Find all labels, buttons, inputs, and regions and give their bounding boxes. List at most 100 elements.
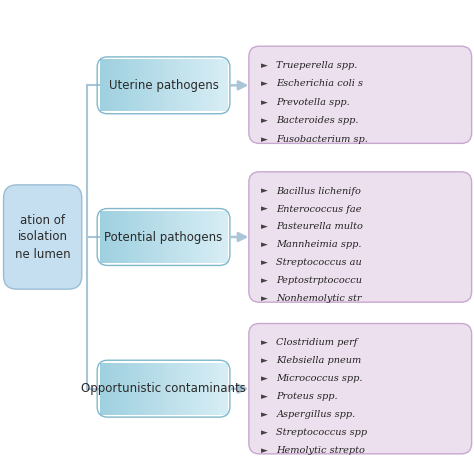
- Bar: [151, 59, 154, 111]
- Text: Peptostrptococcu: Peptostrptococcu: [276, 276, 362, 285]
- Bar: [144, 211, 147, 263]
- Bar: [147, 59, 151, 111]
- Bar: [100, 59, 103, 111]
- Bar: [221, 211, 224, 263]
- Bar: [112, 211, 116, 263]
- Text: ►: ►: [261, 446, 268, 455]
- Bar: [118, 59, 122, 111]
- Bar: [128, 363, 131, 415]
- Bar: [221, 59, 224, 111]
- Bar: [160, 363, 164, 415]
- Bar: [100, 211, 103, 263]
- Text: ►: ►: [261, 187, 268, 196]
- Bar: [211, 59, 215, 111]
- Bar: [106, 211, 109, 263]
- Bar: [103, 211, 106, 263]
- Bar: [192, 59, 195, 111]
- Bar: [209, 211, 211, 263]
- Bar: [141, 59, 144, 111]
- Bar: [125, 59, 128, 111]
- Bar: [154, 59, 157, 111]
- Bar: [176, 59, 180, 111]
- Text: ►: ►: [261, 204, 268, 213]
- Bar: [144, 363, 147, 415]
- Text: Uterine pathogens: Uterine pathogens: [109, 79, 219, 92]
- Bar: [199, 211, 202, 263]
- Bar: [103, 59, 106, 111]
- Bar: [112, 59, 116, 111]
- Bar: [224, 363, 228, 415]
- Bar: [195, 363, 199, 415]
- Text: ►: ►: [261, 240, 268, 249]
- Bar: [209, 59, 211, 111]
- Bar: [116, 211, 118, 263]
- Bar: [164, 363, 167, 415]
- Bar: [182, 363, 186, 415]
- Bar: [154, 211, 157, 263]
- Bar: [224, 59, 228, 111]
- Bar: [160, 211, 164, 263]
- Text: Streptococcus spp: Streptococcus spp: [276, 428, 367, 437]
- Text: Streptococcus au: Streptococcus au: [276, 258, 362, 267]
- Bar: [209, 363, 211, 415]
- Text: ►: ►: [261, 276, 268, 285]
- Text: Hemolytic strepto: Hemolytic strepto: [276, 446, 365, 455]
- Text: ►: ►: [261, 222, 268, 231]
- Text: Proteus spp.: Proteus spp.: [276, 392, 338, 401]
- Bar: [215, 59, 218, 111]
- Bar: [173, 211, 176, 263]
- Text: ►: ►: [261, 410, 268, 419]
- Bar: [195, 59, 199, 111]
- Bar: [192, 363, 195, 415]
- Bar: [103, 363, 106, 415]
- Bar: [100, 363, 103, 415]
- Bar: [141, 211, 144, 263]
- Text: ►: ►: [261, 338, 268, 347]
- Bar: [135, 363, 138, 415]
- Text: Nonhemolytic str: Nonhemolytic str: [276, 294, 362, 303]
- Bar: [135, 211, 138, 263]
- FancyBboxPatch shape: [3, 185, 82, 289]
- Bar: [141, 363, 144, 415]
- Bar: [215, 363, 218, 415]
- Bar: [118, 363, 122, 415]
- Text: Pasteurella multo: Pasteurella multo: [276, 222, 363, 231]
- Bar: [218, 363, 221, 415]
- Bar: [170, 211, 173, 263]
- Text: Mannheimia spp.: Mannheimia spp.: [276, 240, 362, 249]
- Bar: [164, 211, 167, 263]
- Text: ►: ►: [261, 294, 268, 303]
- Bar: [180, 211, 182, 263]
- Bar: [195, 211, 199, 263]
- Bar: [189, 363, 192, 415]
- Bar: [224, 211, 228, 263]
- Bar: [180, 363, 182, 415]
- Text: Aspergillus spp.: Aspergillus spp.: [276, 410, 356, 419]
- Bar: [205, 59, 208, 111]
- Bar: [189, 59, 192, 111]
- Text: ►: ►: [261, 79, 268, 88]
- Text: ►: ►: [261, 374, 268, 383]
- Text: Prevotella spp.: Prevotella spp.: [276, 98, 350, 107]
- Bar: [221, 363, 224, 415]
- Bar: [128, 211, 131, 263]
- Bar: [112, 363, 116, 415]
- Text: ►: ►: [261, 135, 268, 144]
- Bar: [202, 59, 205, 111]
- Bar: [205, 363, 208, 415]
- Bar: [211, 211, 215, 263]
- Bar: [144, 59, 147, 111]
- Bar: [199, 363, 202, 415]
- Text: ►: ►: [261, 392, 268, 401]
- Bar: [109, 363, 112, 415]
- Bar: [106, 59, 109, 111]
- Bar: [116, 363, 118, 415]
- Text: ►: ►: [261, 258, 268, 267]
- Text: Opportunistic contaminants: Opportunistic contaminants: [81, 382, 246, 395]
- Bar: [186, 211, 189, 263]
- Bar: [167, 59, 170, 111]
- Bar: [167, 211, 170, 263]
- Bar: [157, 363, 160, 415]
- Bar: [176, 211, 180, 263]
- Text: ►: ►: [261, 98, 268, 107]
